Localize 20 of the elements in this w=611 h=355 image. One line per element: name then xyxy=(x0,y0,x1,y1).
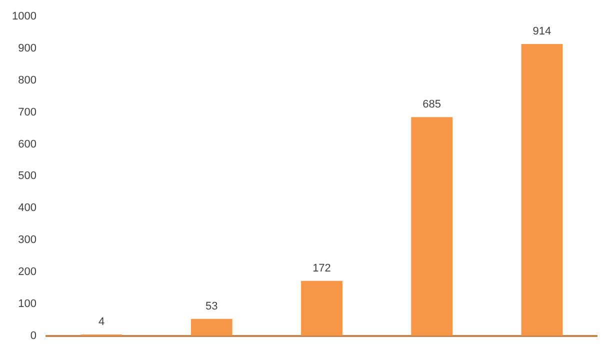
y-tick-label: 1000 xyxy=(12,10,36,23)
y-tick-label: 400 xyxy=(18,202,36,214)
data-label: 4 xyxy=(98,316,105,328)
data-label: 914 xyxy=(532,26,552,38)
y-tick-label: 300 xyxy=(18,234,36,246)
bar xyxy=(301,280,342,336)
y-tick-label: 900 xyxy=(18,42,36,55)
bar xyxy=(411,117,453,336)
bar xyxy=(521,44,563,336)
data-label: 172 xyxy=(312,262,331,274)
y-tick-label: 0 xyxy=(30,330,36,342)
y-tick-label: 800 xyxy=(18,74,36,86)
y-tick-label: 500 xyxy=(18,170,36,182)
y-tick-label: 100 xyxy=(18,298,36,310)
y-tick-label: 700 xyxy=(18,106,36,118)
y-tick-label: 200 xyxy=(18,266,36,278)
data-label: 685 xyxy=(422,98,442,111)
data-label: 53 xyxy=(206,300,218,312)
bar xyxy=(190,318,232,336)
y-tick-label: 600 xyxy=(18,138,36,150)
